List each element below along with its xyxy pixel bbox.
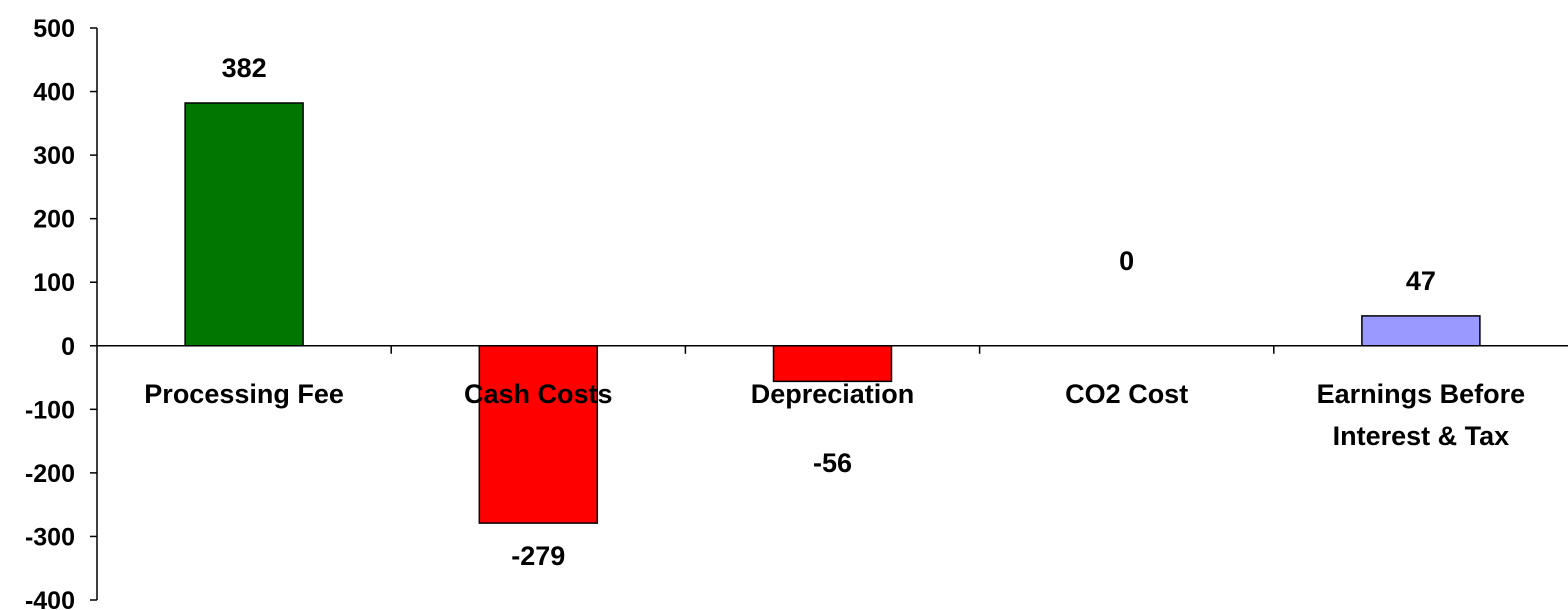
y-tick-label: -200	[25, 460, 75, 488]
category-label-line: Earnings Before	[1317, 379, 1526, 409]
category-label: Depreciation	[751, 379, 915, 409]
data-label: 47	[1406, 266, 1436, 296]
category-label: CO2 Cost	[1065, 379, 1188, 409]
category-label: Cash Costs	[464, 379, 613, 409]
bar	[772, 345, 893, 383]
category-label: Earnings Before Interest & Tax	[1317, 379, 1526, 451]
data-label: -56	[813, 448, 852, 478]
data-label: 0	[1119, 246, 1134, 276]
data-label: 382	[222, 53, 267, 83]
bars	[184, 102, 1481, 524]
y-tick-label: 100	[33, 269, 75, 297]
category-label-line: Interest & Tax	[1333, 421, 1510, 451]
category-label-line: Processing Fee	[144, 379, 344, 409]
category-label-line: Cash Costs	[464, 379, 613, 409]
bar	[478, 345, 599, 524]
y-tick-label: -100	[25, 396, 75, 424]
y-tick-label: -300	[25, 523, 75, 551]
y-axis: 500 400 300 200 100 0 -100 -200 -300 -400	[25, 15, 98, 610]
bar	[1361, 315, 1481, 347]
category-label-line: Depreciation	[751, 379, 915, 409]
category-label-line: CO2 Cost	[1065, 379, 1188, 409]
y-tick-label: 300	[33, 142, 75, 170]
y-tick-label: -400	[25, 587, 75, 610]
category-labels: Processing Fee Cash Costs Depreciation CO2 …	[144, 379, 1525, 451]
data-labels: 382 -279 -56 0 47	[222, 53, 1436, 571]
x-axis	[97, 345, 1568, 354]
y-tick-label: 500	[33, 15, 75, 43]
bar	[184, 102, 304, 347]
y-tick-label: 0	[61, 333, 75, 361]
y-tick-label: 400	[33, 79, 75, 107]
y-tick-label: 200	[33, 206, 75, 234]
category-label: Processing Fee	[144, 379, 344, 409]
data-label: -279	[511, 541, 565, 571]
